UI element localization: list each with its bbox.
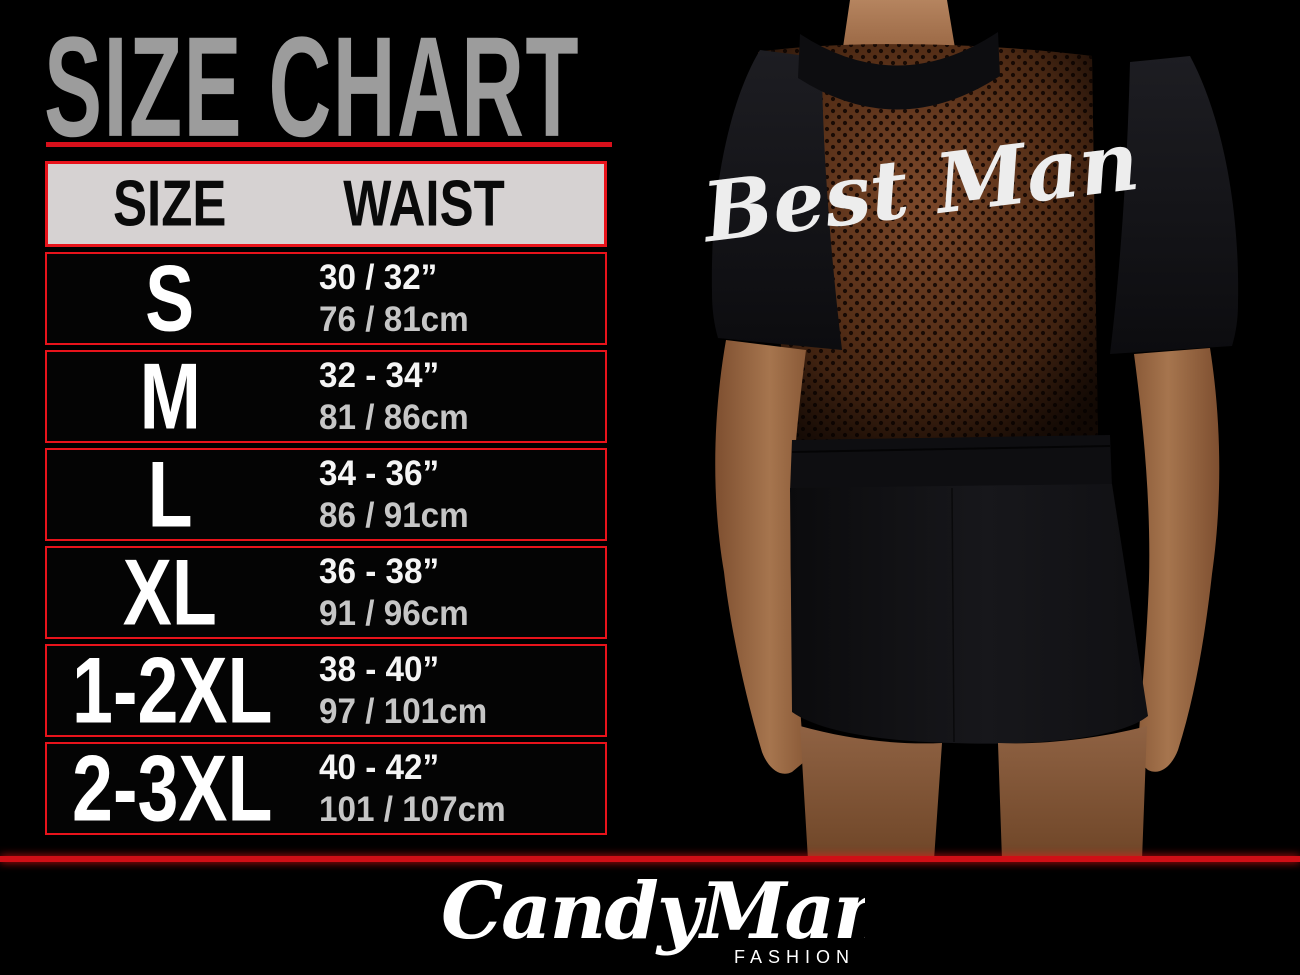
- product-photo: Best Man: [650, 0, 1300, 860]
- skirt-seam: [951, 487, 955, 743]
- waist-inches-value: 36 - 38”: [319, 552, 440, 592]
- left-arm: [715, 340, 806, 774]
- waist-inches-value: 32 - 34”: [319, 356, 440, 396]
- table-header-row: SIZE WAIST: [45, 161, 607, 247]
- header-waist-label: WAIST: [343, 167, 505, 240]
- header-cell-waist: WAIST: [292, 167, 604, 240]
- size-value: M: [139, 344, 201, 449]
- size-cell: XL: [47, 540, 293, 645]
- table-row: XL 36 - 38” 91 / 96cm: [45, 546, 607, 639]
- page-title-text: SIZE CHART: [44, 7, 580, 167]
- left-leg: [800, 726, 942, 860]
- brand-logo-text: CandyMan: [441, 866, 865, 957]
- table-row: M 32 - 34” 81 / 86cm: [45, 350, 607, 443]
- waist-cell: 38 - 40” 97 / 101cm: [293, 649, 605, 732]
- table-row: S 30 / 32” 76 / 81cm: [45, 252, 607, 345]
- waist-inches-value: 34 - 36”: [319, 454, 440, 494]
- mesh-back-panel: [758, 44, 1098, 442]
- size-cell: 1-2XL: [47, 638, 293, 743]
- waist-cm-value: 101 / 107cm: [319, 789, 506, 829]
- size-cell: S: [47, 246, 293, 351]
- size-value: L: [147, 442, 193, 547]
- size-value: XL: [122, 540, 218, 645]
- waist-cm-value: 91 / 96cm: [319, 593, 469, 633]
- table-body: S 30 / 32” 76 / 81cm M 32 - 34” 81 / 86c…: [45, 252, 607, 835]
- header-cell-size: SIZE: [48, 167, 292, 240]
- footer: CandyMan FASHION: [0, 866, 1300, 970]
- waist-cm-value: 76 / 81cm: [319, 299, 469, 339]
- table-row: 2-3XL 40 - 42” 101 / 107cm: [45, 742, 607, 835]
- header-size-label: SIZE: [113, 167, 227, 240]
- waist-cm-value: 97 / 101cm: [319, 691, 488, 731]
- size-cell: L: [47, 442, 293, 547]
- waist-cell: 32 - 34” 81 / 86cm: [293, 355, 605, 438]
- waist-cm-value: 86 / 91cm: [319, 495, 469, 535]
- table-row: L 34 - 36” 86 / 91cm: [45, 448, 607, 541]
- right-sleeve: [1110, 56, 1239, 354]
- waist-cell: 36 - 38” 91 / 96cm: [293, 551, 605, 634]
- robe-collar: [798, 32, 1000, 110]
- table-row: 1-2XL 38 - 40” 97 / 101cm: [45, 644, 607, 737]
- brand-logo: CandyMan FASHION: [441, 866, 865, 967]
- footer-divider-line: [0, 856, 1300, 862]
- page-title: SIZE CHART: [44, 15, 856, 158]
- waist-cell: 30 / 32” 76 / 81cm: [293, 257, 605, 340]
- belt-seam: [791, 445, 1111, 453]
- title-underline: [46, 142, 612, 147]
- waist-inches-value: 38 - 40”: [319, 650, 440, 690]
- left-sleeve: [711, 50, 842, 350]
- size-value: 1-2XL: [72, 638, 273, 743]
- right-leg: [998, 726, 1147, 860]
- right-arm: [1134, 348, 1220, 772]
- waist-cell: 40 - 42” 101 / 107cm: [293, 747, 605, 830]
- waist-cm-value: 81 / 86cm: [319, 397, 469, 437]
- size-cell: 2-3XL: [47, 736, 293, 841]
- waist-inches-value: 40 - 42”: [319, 748, 440, 788]
- size-value: 2-3XL: [72, 736, 273, 841]
- robe-belt: [790, 435, 1112, 492]
- waist-inches-value: 30 / 32”: [319, 258, 438, 298]
- size-table: SIZE WAIST S 30 / 32” 76 / 81cm M 32 - 3…: [45, 161, 607, 835]
- waist-cell: 34 - 36” 86 / 91cm: [293, 453, 605, 536]
- robe-skirt: [790, 484, 1148, 744]
- size-value: S: [145, 246, 195, 351]
- brand-logo-sub-text: FASHION: [734, 947, 855, 967]
- size-cell: M: [47, 344, 293, 449]
